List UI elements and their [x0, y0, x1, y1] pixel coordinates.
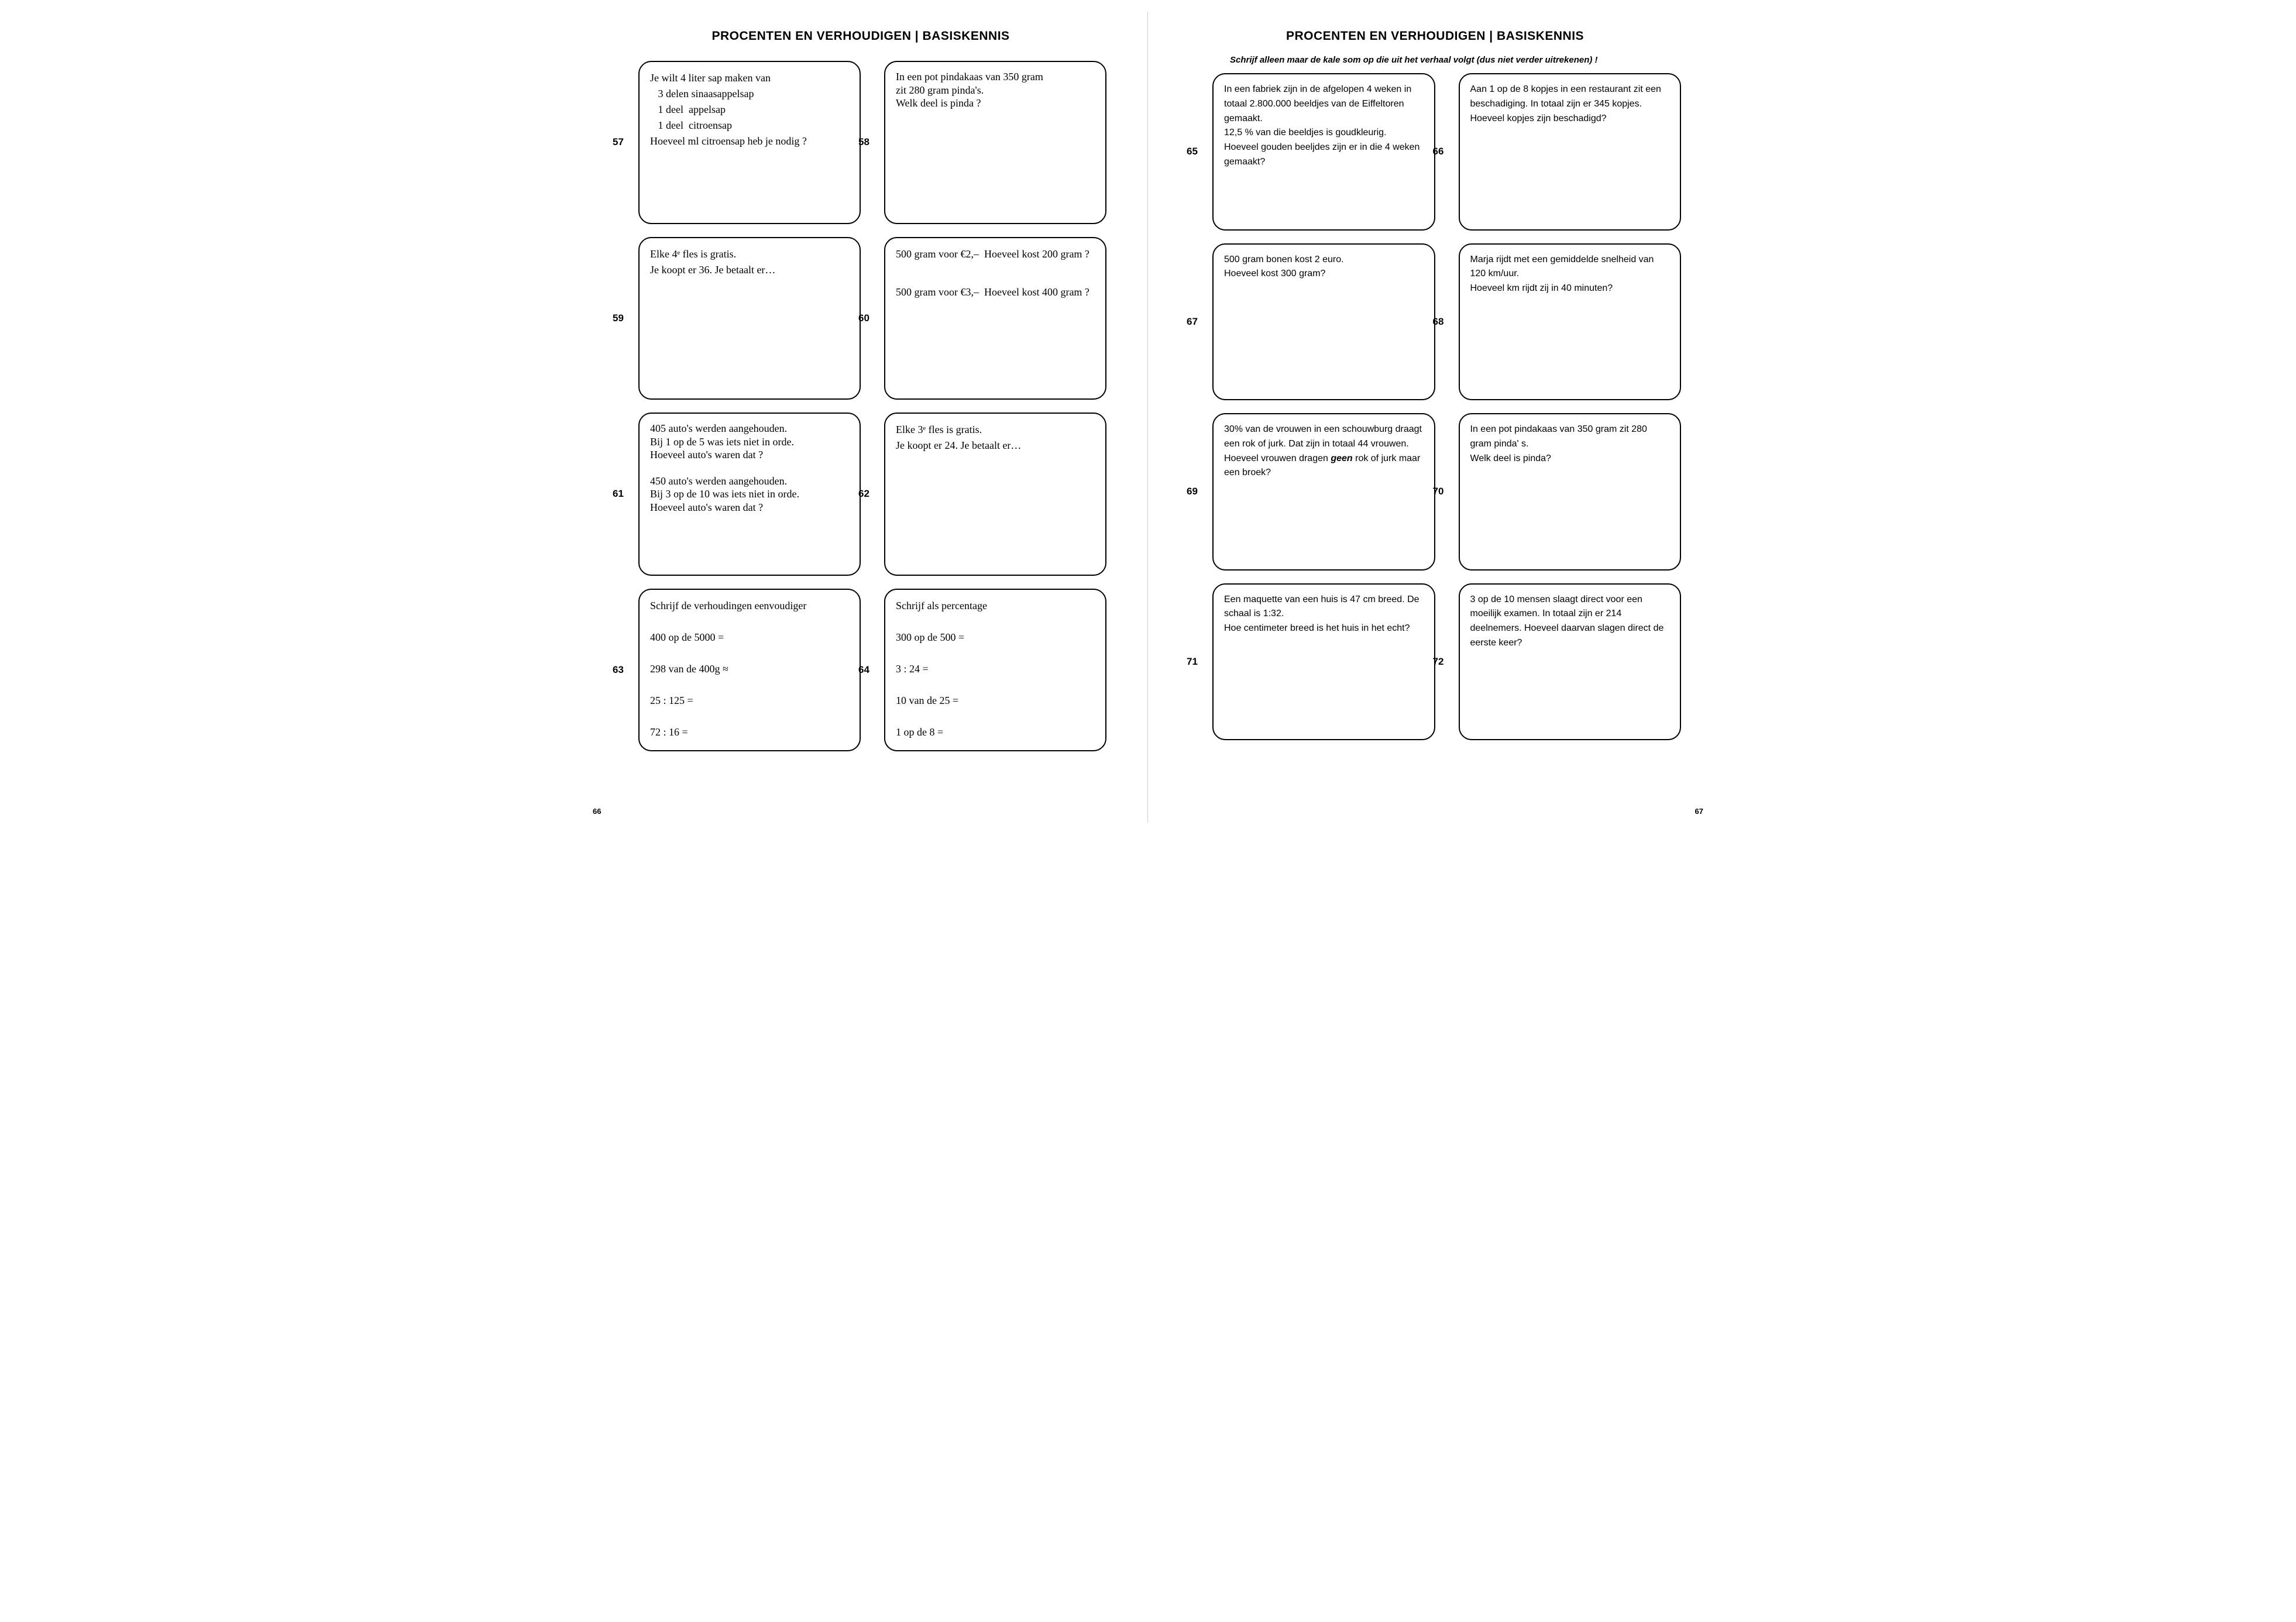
exercise-box: Je wilt 4 liter sap maken van 3 delen si… — [638, 61, 861, 224]
exercise-68: 68 Marja rijdt met een gemiddelde snelhe… — [1459, 243, 1682, 401]
exercise-box: 405 auto's werden aangehouden. Bij 1 op … — [638, 413, 861, 576]
page-title-left: PROCENTEN EN VERHOUDIGEN | BASISKENNIS — [603, 29, 1118, 43]
exercise-number: 61 — [613, 488, 624, 500]
exercise-71: 71 Een maquette van een huis is 47 cm br… — [1212, 583, 1435, 741]
exercise-box: Elke 3ᵉ fles is gratis. Je koopt er 24. … — [884, 413, 1106, 576]
q60-part-a: 500 gram voor €2,– Hoeveel kost 200 gram… — [896, 246, 1095, 262]
exercise-box: Marja rijdt met een gemiddelde snelheid … — [1459, 243, 1682, 401]
exercise-box: In een pot pindakaas van 350 gram zit 28… — [1459, 413, 1682, 571]
exercise-number: 64 — [858, 664, 869, 676]
exercise-67: 67 500 gram bonen kost 2 euro. Hoeveel k… — [1212, 243, 1435, 401]
exercise-number: 60 — [858, 312, 869, 324]
q61-part-b: 450 auto's werden aangehouden. Bij 3 op … — [650, 475, 849, 514]
page-subtitle: Schrijf alleen maar de kale som op die u… — [1230, 55, 1693, 65]
exercise-number: 69 — [1187, 486, 1198, 497]
page-title-right: PROCENTEN EN VERHOUDIGEN | BASISKENNIS — [1177, 29, 1693, 43]
exercise-box: Elke 4ᵉ fles is gratis. Je koopt er 36. … — [638, 237, 861, 400]
exercise-number: 59 — [613, 312, 624, 324]
exercise-59: 59 Elke 4ᵉ fles is gratis. Je koopt er 3… — [638, 237, 861, 400]
exercise-box: Schrijf als percentage 300 op de 500 = 3… — [884, 589, 1106, 752]
exercise-grid-right: 65 In een fabriek zijn in de afgelopen 4… — [1212, 73, 1681, 740]
q61-part-a: 405 auto's werden aangehouden. Bij 1 op … — [650, 422, 849, 462]
exercise-number: 58 — [858, 136, 869, 148]
exercise-box: 3 op de 10 mensen slaagt direct voor een… — [1459, 583, 1682, 741]
exercise-number: 70 — [1433, 486, 1444, 497]
exercise-number: 57 — [613, 136, 624, 148]
exercise-57: 57 Je wilt 4 liter sap maken van 3 delen… — [638, 61, 861, 224]
exercise-box: In een pot pindakaas van 350 gram zit 28… — [884, 61, 1106, 224]
exercise-64: 64 Schrijf als percentage 300 op de 500 … — [884, 589, 1106, 752]
exercise-72: 72 3 op de 10 mensen slaagt direct voor … — [1459, 583, 1682, 741]
page-number-right: 67 — [1695, 807, 1703, 816]
exercise-number: 65 — [1187, 146, 1198, 157]
exercise-58: 58 In een pot pindakaas van 350 gram zit… — [884, 61, 1106, 224]
exercise-box: 500 gram voor €2,– Hoeveel kost 200 gram… — [884, 237, 1106, 400]
exercise-grid-left: 57 Je wilt 4 liter sap maken van 3 delen… — [638, 61, 1106, 751]
exercise-box: In een fabriek zijn in de afgelopen 4 we… — [1212, 73, 1435, 231]
exercise-number: 62 — [858, 488, 869, 500]
exercise-number: 71 — [1187, 656, 1198, 668]
exercise-box: 500 gram bonen kost 2 euro. Hoeveel kost… — [1212, 243, 1435, 401]
exercise-box: Aan 1 op de 8 kopjes in een restaurant z… — [1459, 73, 1682, 231]
page-number-left: 66 — [593, 807, 601, 816]
exercise-69: 69 30% van de vrouwen in een schouwburg … — [1212, 413, 1435, 571]
page-spread: PROCENTEN EN VERHOUDIGEN | BASISKENNIS 5… — [574, 12, 1722, 823]
exercise-box: 30% van de vrouwen in een schouwburg dra… — [1212, 413, 1435, 571]
exercise-60: 60 500 gram voor €2,– Hoeveel kost 200 g… — [884, 237, 1106, 400]
exercise-number: 63 — [613, 664, 624, 676]
right-page: PROCENTEN EN VERHOUDIGEN | BASISKENNIS S… — [1148, 12, 1722, 823]
exercise-number: 68 — [1433, 316, 1444, 328]
exercise-box: Schrijf de verhoudingen eenvoudiger 400 … — [638, 589, 861, 752]
exercise-number: 66 — [1433, 146, 1444, 157]
exercise-box: Een maquette van een huis is 47 cm breed… — [1212, 583, 1435, 741]
q60-part-b: 500 gram voor €3,– Hoeveel kost 400 gram… — [896, 284, 1095, 300]
exercise-65: 65 In een fabriek zijn in de afgelopen 4… — [1212, 73, 1435, 231]
exercise-number: 67 — [1187, 316, 1198, 328]
exercise-63: 63 Schrijf de verhoudingen eenvoudiger 4… — [638, 589, 861, 752]
exercise-number: 72 — [1433, 656, 1444, 668]
left-page: PROCENTEN EN VERHOUDIGEN | BASISKENNIS 5… — [574, 12, 1148, 823]
exercise-66: 66 Aan 1 op de 8 kopjes in een restauran… — [1459, 73, 1682, 231]
exercise-70: 70 In een pot pindakaas van 350 gram zit… — [1459, 413, 1682, 571]
exercise-61: 61 405 auto's werden aangehouden. Bij 1 … — [638, 413, 861, 576]
exercise-62: 62 Elke 3ᵉ fles is gratis. Je koopt er 2… — [884, 413, 1106, 576]
